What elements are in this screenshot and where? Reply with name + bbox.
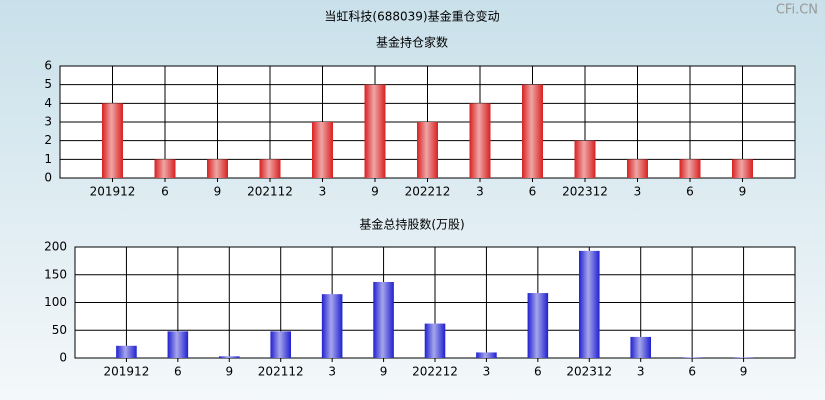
bar: [732, 159, 753, 178]
x-tick-label: 9: [739, 185, 747, 199]
bar: [270, 331, 291, 358]
bar: [679, 159, 701, 178]
bar: [417, 122, 438, 178]
x-tick-label: 3: [637, 365, 645, 379]
bar: [167, 331, 189, 358]
x-tick-label: 9: [740, 365, 748, 379]
y-tick-label: 1: [44, 152, 52, 166]
y-tick-label: 5: [44, 77, 52, 91]
bar: [476, 352, 497, 358]
watermark: CFi.CN: [776, 3, 818, 18]
y-tick-label: 100: [44, 295, 67, 309]
x-tick-label: 202312: [566, 365, 612, 379]
x-tick-label: 6: [529, 185, 537, 199]
x-tick-label: 6: [161, 185, 169, 199]
page-title: 当虹科技(688039)基金重仓变动: [324, 9, 499, 24]
x-tick-label: 9: [380, 365, 388, 379]
x-tick-label: 9: [214, 185, 222, 199]
y-tick-label: 50: [52, 323, 67, 337]
x-tick-label: 202212: [412, 365, 458, 379]
bar: [579, 250, 600, 358]
y-tick-label: 200: [44, 240, 67, 254]
y-tick-label: 0: [59, 351, 67, 365]
x-tick-label: 3: [476, 185, 484, 199]
bar: [259, 159, 281, 178]
bar: [373, 281, 394, 358]
y-tick-label: 4: [44, 96, 52, 110]
bar: [574, 140, 596, 178]
bar: [733, 357, 754, 358]
y-tick-label: 3: [44, 115, 52, 129]
x-tick-label: 3: [483, 365, 491, 379]
x-tick-label: 9: [225, 365, 233, 379]
bar: [364, 84, 386, 178]
y-tick-label: 2: [44, 133, 52, 147]
bar: [522, 84, 543, 178]
chart-title: 基金持仓家数: [376, 35, 448, 50]
bar: [321, 294, 343, 358]
bar: [527, 293, 549, 358]
bar: [207, 159, 228, 178]
x-tick-label: 6: [688, 365, 696, 379]
bar: [116, 345, 137, 358]
x-tick-label: 201912: [90, 185, 136, 199]
bar: [312, 122, 333, 178]
x-tick-label: 202112: [258, 365, 304, 379]
y-tick-label: 150: [44, 267, 67, 281]
x-tick-label: 201912: [104, 365, 150, 379]
bar: [469, 103, 491, 178]
chart-title: 基金总持股数(万股): [359, 217, 464, 232]
bar: [154, 159, 176, 178]
bar: [102, 103, 123, 178]
bar: [681, 357, 703, 358]
x-tick-label: 3: [319, 185, 327, 199]
x-tick-label: 3: [634, 185, 642, 199]
x-tick-label: 6: [174, 365, 182, 379]
x-tick-label: 6: [686, 185, 694, 199]
bar: [219, 356, 240, 358]
x-tick-label: 3: [328, 365, 336, 379]
y-tick-label: 0: [44, 171, 52, 185]
x-tick-label: 202212: [405, 185, 451, 199]
y-tick-label: 6: [44, 59, 52, 73]
bar: [627, 159, 648, 178]
x-tick-label: 6: [534, 365, 542, 379]
x-tick-label: 202312: [562, 185, 608, 199]
x-tick-label: 202112: [247, 185, 293, 199]
bar: [424, 323, 446, 358]
x-tick-label: 9: [371, 185, 379, 199]
bar: [630, 336, 651, 358]
